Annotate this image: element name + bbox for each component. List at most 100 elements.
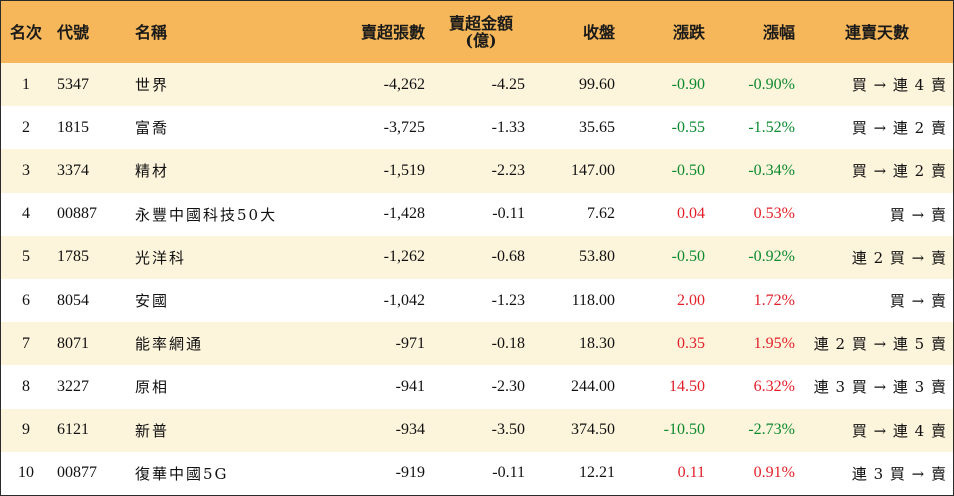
change-pct-cell: 0.91% — [753, 464, 795, 482]
rank-cell: 4 — [22, 205, 30, 223]
net-sell-shares-cell: -919 — [395, 464, 425, 482]
rank-cell: 3 — [22, 161, 30, 179]
table-row[interactable]: 10 00877 復華中國5G -919 -0.11 12.21 0.11 0.91% 連 3 … — [1, 451, 953, 495]
header-rank[interactable]: 名次 — [9, 22, 42, 42]
code-cell[interactable]: 1815 — [57, 118, 89, 136]
net-sell-amount-cell: -0.11 — [492, 205, 525, 223]
change-pct-cell: 6.32% — [753, 377, 795, 395]
name-cell[interactable]: 光洋科 — [135, 248, 187, 267]
net-sell-shares-cell: -934 — [395, 421, 425, 439]
net-sell-amount-cell: -0.11 — [492, 464, 525, 482]
change-cell: -10.50 — [663, 421, 705, 439]
change-pct-cell: 0.53% — [753, 205, 795, 223]
net-sell-shares-cell: -1,042 — [383, 291, 425, 309]
header-net-sell-shares[interactable]: 賣超張數 — [360, 22, 425, 42]
net-sell-shares-cell: -4,262 — [383, 75, 425, 93]
rank-cell: 2 — [22, 118, 30, 136]
rank-cell: 8 — [22, 377, 30, 395]
net-sell-amount-cell: -1.33 — [491, 118, 525, 136]
change-pct-cell: 1.72% — [753, 291, 795, 309]
table-row[interactable]: 1 5347 世界 -4,262 -4.25 99.60 -0.90 -0.90% 買 → 連 … — [1, 63, 953, 107]
header-net-sell-amount-unit: (億) — [465, 31, 497, 50]
name-cell[interactable]: 永豐中國科技50大 — [135, 205, 278, 224]
streak-cell: 買 → 賣 — [889, 292, 947, 311]
net-sell-amount-cell: -0.18 — [491, 334, 525, 352]
net-sell-shares-cell: -971 — [395, 334, 425, 352]
code-cell[interactable]: 00877 — [57, 464, 97, 482]
table-row[interactable]: 6 8054 安國 -1,042 -1.23 118.00 2.00 1.72% 買 → 賣 — [1, 278, 953, 323]
code-cell[interactable]: 5347 — [57, 75, 89, 93]
code-cell[interactable]: 8071 — [57, 334, 89, 352]
header-close[interactable]: 收盤 — [582, 22, 615, 42]
change-pct-cell: -2.73% — [748, 421, 795, 439]
code-cell[interactable]: 1785 — [57, 248, 89, 266]
streak-cell: 連 3 買 → 賣 — [851, 464, 947, 483]
header-streak[interactable]: 連賣天數 — [844, 22, 909, 42]
net-sell-shares-cell: -1,519 — [383, 161, 425, 179]
close-cell: 244.00 — [571, 377, 615, 395]
name-cell[interactable]: 新普 — [135, 421, 170, 440]
rank-cell: 9 — [22, 421, 30, 439]
net-sell-shares-cell: -1,262 — [383, 248, 425, 266]
change-pct-cell: -0.92% — [748, 248, 795, 266]
table-row[interactable]: 2 1815 富喬 -3,725 -1.33 35.65 -0.55 -1.52% 買 → 連 … — [1, 106, 953, 150]
table-row[interactable]: 7 8071 能率網通 -971 -0.18 18.30 0.35 1.95% 連 2 買 → … — [1, 322, 953, 366]
name-cell[interactable]: 世界 — [135, 76, 170, 95]
change-pct-cell: -0.34% — [748, 161, 795, 179]
rank-cell: 7 — [22, 334, 30, 352]
net-sell-amount-cell: -2.30 — [491, 377, 525, 395]
name-cell[interactable]: 原相 — [135, 378, 170, 397]
change-cell: -0.55 — [671, 118, 705, 136]
code-cell[interactable]: 00887 — [57, 205, 97, 223]
streak-cell: 連 3 買 → 連 3 賣 — [813, 378, 947, 397]
rank-cell: 1 — [22, 75, 30, 93]
net-sell-shares-cell: -3,725 — [383, 118, 425, 136]
code-cell[interactable]: 3374 — [57, 161, 89, 179]
name-cell[interactable]: 能率網通 — [135, 335, 204, 354]
table-row[interactable]: 4 00887 永豐中國科技50大 -1,428 -0.11 7.62 0.04 0.53% 買… — [1, 192, 953, 236]
change-cell: -0.50 — [671, 161, 705, 179]
change-cell: 0.35 — [677, 334, 705, 352]
change-pct-cell: -1.52% — [748, 118, 795, 136]
net-sell-amount-cell: -3.50 — [491, 421, 525, 439]
table-row[interactable]: 3 3374 精材 -1,519 -2.23 147.00 -0.50 -0.34% 買 → 連… — [1, 149, 953, 193]
header-name[interactable]: 名稱 — [135, 22, 168, 42]
close-cell: 118.00 — [571, 291, 615, 309]
name-cell[interactable]: 安國 — [135, 292, 170, 311]
code-cell[interactable]: 8054 — [57, 291, 89, 309]
header-code[interactable]: 代號 — [57, 22, 90, 42]
streak-cell: 買 → 連 4 賣 — [851, 76, 947, 95]
rank-cell: 5 — [22, 248, 30, 266]
net-sell-shares-cell: -941 — [395, 377, 425, 395]
streak-cell: 買 → 連 2 賣 — [851, 119, 947, 138]
streak-cell: 連 2 買 → 賣 — [851, 248, 947, 267]
name-cell[interactable]: 復華中國5G — [135, 464, 229, 483]
change-pct-cell: -0.90% — [748, 75, 795, 93]
net-sell-amount-cell: -1.23 — [491, 291, 525, 309]
table-body: 1 5347 世界 -4,262 -4.25 99.60 -0.90 -0.90% 買 → 連 … — [1, 63, 953, 495]
table-row[interactable]: 5 1785 光洋科 -1,262 -0.68 53.80 -0.50 -0.92% 連 2 買… — [1, 235, 953, 279]
name-cell[interactable]: 精材 — [135, 162, 170, 181]
change-pct-cell: 1.95% — [753, 334, 795, 352]
header-net-sell-amount-label: 賣超金額 — [448, 14, 513, 33]
code-cell[interactable]: 6121 — [57, 421, 89, 439]
change-cell: -0.50 — [671, 248, 705, 266]
streak-cell: 買 → 連 4 賣 — [851, 421, 947, 440]
rank-cell: 6 — [22, 291, 30, 309]
streak-cell: 連 2 買 → 連 5 賣 — [813, 335, 947, 354]
header-net-sell-amount[interactable]: 賣超金額 (億) — [431, 1, 531, 63]
close-cell: 35.65 — [579, 118, 615, 136]
net-sell-amount-cell: -2.23 — [491, 161, 525, 179]
close-cell: 374.50 — [571, 421, 615, 439]
name-cell[interactable]: 富喬 — [135, 119, 170, 138]
close-cell: 7.62 — [587, 205, 615, 223]
net-sell-amount-cell: -4.25 — [491, 75, 525, 93]
code-cell[interactable]: 3227 — [57, 377, 89, 395]
header-change[interactable]: 漲跌 — [672, 22, 705, 42]
close-cell: 147.00 — [571, 161, 615, 179]
header-change-pct[interactable]: 漲幅 — [762, 22, 795, 42]
table-row[interactable]: 9 6121 新普 -934 -3.50 374.50 -10.50 -2.73% 買 → 連 … — [1, 408, 953, 452]
table-row[interactable]: 8 3227 原相 -941 -2.30 244.00 14.50 6.32% 連 3 買 → … — [1, 365, 953, 409]
close-cell: 12.21 — [579, 464, 615, 482]
